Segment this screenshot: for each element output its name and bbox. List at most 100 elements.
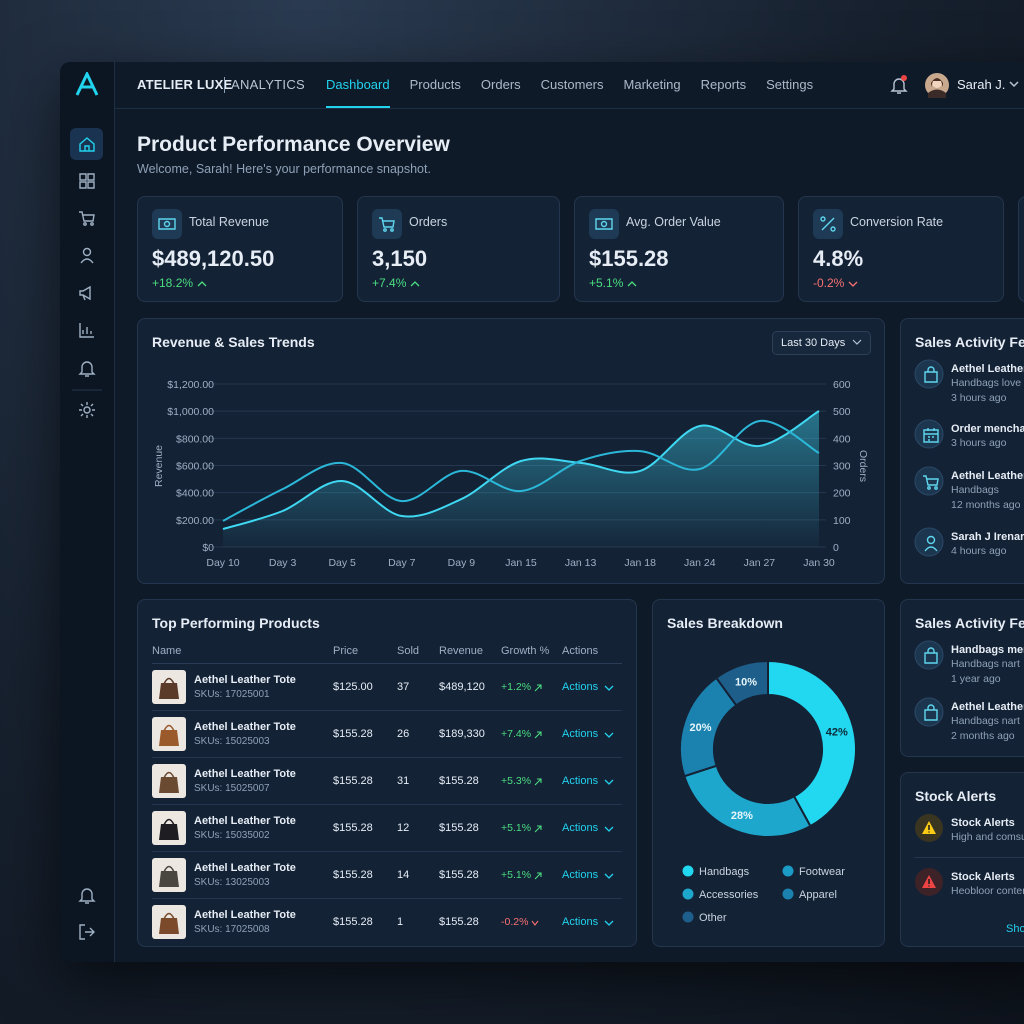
icon-bag bbox=[924, 704, 938, 721]
nav-link[interactable]: Marketing bbox=[623, 77, 681, 92]
nav-link[interactable]: Products bbox=[409, 77, 461, 92]
feed-item-time: 12 months ago bbox=[951, 499, 1021, 511]
chart-title: Revenue & Sales Trends bbox=[152, 334, 315, 350]
stock-link[interactable]: Sho bbox=[1006, 923, 1024, 935]
actions-chevron[interactable] bbox=[604, 825, 614, 833]
range-chevron[interactable] bbox=[852, 338, 862, 346]
actions-button[interactable]: Actions bbox=[562, 728, 599, 740]
bag-handle bbox=[163, 677, 175, 685]
trend-arrow bbox=[197, 281, 207, 287]
nav-link[interactable]: Reports bbox=[700, 77, 747, 92]
range-label[interactable]: Last 30 Days bbox=[781, 337, 846, 349]
bag-shape bbox=[159, 918, 179, 934]
legend-swatch bbox=[682, 911, 694, 923]
growth-arrow bbox=[531, 920, 539, 926]
nav-link[interactable]: Dashboard bbox=[326, 77, 390, 108]
actions-button[interactable]: Actions bbox=[562, 775, 599, 787]
column-header: Revenue bbox=[439, 645, 484, 657]
growth-arrow bbox=[534, 731, 542, 739]
user-name[interactable]: Sarah J. bbox=[957, 77, 1006, 92]
feed-icon-bg bbox=[914, 640, 944, 670]
growth-arrow-stroke bbox=[531, 920, 539, 926]
icon-stroke bbox=[80, 258, 94, 264]
cell-sold: 1 bbox=[397, 916, 404, 928]
column-header: Growth % bbox=[501, 645, 550, 657]
x-tick-label: Jan 27 bbox=[744, 557, 776, 569]
notifications-button[interactable] bbox=[888, 74, 910, 96]
kpi-value: $489,120.50 bbox=[152, 246, 275, 271]
bag-shape bbox=[159, 730, 179, 746]
actions-button[interactable]: Actions bbox=[562, 916, 599, 928]
feed-item-detail: Handbags nart bbox=[951, 658, 1020, 670]
top-products-card: Top Performing Products Name Price Sold Rev… bbox=[137, 599, 637, 947]
chevron-stroke[interactable] bbox=[604, 920, 614, 926]
user-avatar[interactable] bbox=[924, 72, 950, 98]
growth-arrow bbox=[534, 778, 542, 786]
feed-title: Sales Activity Fe bbox=[915, 334, 1024, 350]
icon-stroke bbox=[830, 226, 836, 232]
bag-shape bbox=[159, 777, 179, 793]
y-tick-label: $400.00 bbox=[176, 488, 214, 500]
feed-icon bbox=[914, 419, 944, 449]
y2-tick-label: 400 bbox=[833, 433, 851, 445]
y2-tick-label: 600 bbox=[833, 379, 851, 391]
cell-sold: 26 bbox=[397, 728, 410, 740]
kpi-card: Conversion Rate 4.8% -0.2% bbox=[798, 196, 1004, 302]
actions-chevron[interactable] bbox=[604, 778, 614, 786]
actions-chevron[interactable] bbox=[604, 919, 614, 927]
icon-stroke bbox=[821, 217, 835, 231]
alert-icon bbox=[915, 868, 943, 896]
nav-link[interactable]: Orders bbox=[480, 77, 521, 92]
trend-arrow bbox=[410, 281, 420, 287]
feed-item-detail: Handbags bbox=[951, 484, 999, 496]
actions-button[interactable]: Actions bbox=[562, 869, 599, 881]
brand-name: ATELIER LUXE bbox=[137, 77, 233, 92]
chevron-stroke[interactable] bbox=[604, 732, 614, 738]
legend-swatch bbox=[782, 865, 794, 877]
chevron-stroke[interactable] bbox=[604, 873, 614, 879]
actions-chevron[interactable] bbox=[604, 731, 614, 739]
product-thumbnail bbox=[152, 811, 186, 845]
cell-price: $155.28 bbox=[333, 869, 373, 881]
actions-button[interactable]: Actions bbox=[562, 822, 599, 834]
kpi-value: 3,150 bbox=[372, 246, 428, 271]
feed-item-title: Aethel Leather bbox=[951, 363, 1024, 375]
nav-link[interactable]: Settings bbox=[766, 77, 814, 92]
y-tick-label: $1,200.00 bbox=[167, 379, 214, 391]
legend-swatch bbox=[682, 888, 694, 900]
icon-stroke bbox=[934, 486, 938, 490]
chevron-stroke[interactable] bbox=[604, 826, 614, 832]
revenue-chart-card: Revenue & Sales Trends Last 30 Days $0 $2… bbox=[137, 318, 885, 584]
product-name: Aethel Leather Tote bbox=[194, 768, 296, 780]
user-menu-chevron[interactable] bbox=[1008, 78, 1020, 90]
product-thumbnail bbox=[152, 764, 186, 798]
y2-tick-label: 100 bbox=[833, 515, 851, 527]
icon-bell bbox=[78, 888, 96, 904]
y-tick-label: $1,000.00 bbox=[167, 406, 214, 418]
legend-label: Footwear bbox=[799, 866, 845, 878]
chevron-stroke[interactable] bbox=[604, 779, 614, 785]
range-select[interactable]: Last 30 Days bbox=[772, 331, 872, 355]
actions-chevron[interactable] bbox=[604, 684, 614, 692]
nav-link[interactable]: Customers bbox=[540, 77, 604, 92]
kpi-change: +5.1% bbox=[589, 276, 624, 290]
feed-icon-bg bbox=[914, 359, 944, 389]
icon-home bbox=[79, 137, 95, 152]
chevron-stroke[interactable] bbox=[604, 685, 614, 691]
donut-slice bbox=[714, 659, 769, 707]
actions-button[interactable]: Actions bbox=[562, 681, 599, 693]
icon-stroke bbox=[379, 217, 395, 228]
alert-detail: Heobloor conter bbox=[951, 885, 1024, 897]
product-sku: SKUs: 15035002 bbox=[194, 830, 270, 841]
header-divider bbox=[152, 663, 622, 664]
series-line bbox=[222, 419, 820, 522]
actions-chevron[interactable] bbox=[604, 872, 614, 880]
icon-stroke bbox=[79, 402, 95, 418]
feed-icon bbox=[914, 640, 944, 670]
product-sku: SKUs: 17025008 bbox=[194, 924, 270, 935]
cell-revenue: $189,330 bbox=[439, 728, 485, 740]
kpi-change: +7.4% bbox=[372, 276, 407, 290]
kpi-label: Total Revenue bbox=[189, 215, 269, 229]
icon-stroke bbox=[79, 924, 95, 940]
legend-swatch bbox=[782, 888, 794, 900]
